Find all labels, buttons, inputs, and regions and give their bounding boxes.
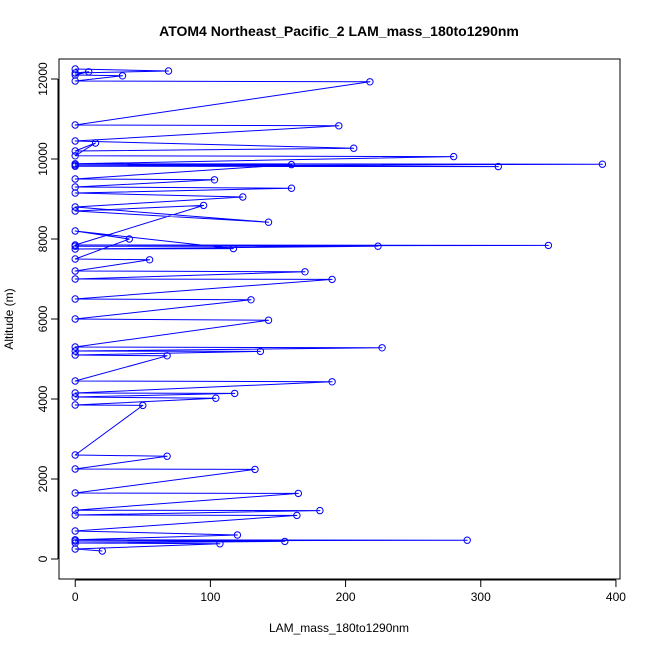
data-point xyxy=(163,452,171,460)
data-point xyxy=(251,465,259,474)
data-point xyxy=(350,144,358,152)
data-point xyxy=(256,347,265,356)
data-point xyxy=(247,296,255,304)
data-point xyxy=(71,147,79,155)
y-tick-label: 10000 xyxy=(36,142,50,176)
y-axis: 0 2000 4000 6000 8000 10000 12000 xyxy=(36,62,59,562)
data-point xyxy=(71,121,79,129)
plot-frame xyxy=(58,58,621,580)
data-point xyxy=(71,506,79,514)
data-point xyxy=(199,201,208,210)
data-point xyxy=(71,242,79,250)
x-tick-label: 0 xyxy=(72,590,79,604)
data-point xyxy=(98,547,107,555)
data-point xyxy=(71,351,79,359)
data-point xyxy=(287,184,296,192)
y-tick-label: 0 xyxy=(36,555,50,562)
data-point xyxy=(139,401,147,410)
data-point xyxy=(91,139,100,147)
data-point xyxy=(71,77,79,85)
chart-title: ATOM4 Northeast_Pacific_2 LAM_mass_180to… xyxy=(159,23,519,39)
data-point xyxy=(71,275,79,283)
data-point xyxy=(212,394,220,402)
data-point xyxy=(233,531,242,539)
data-point xyxy=(281,537,289,546)
data-point xyxy=(71,315,79,323)
y-tick-label: 4000 xyxy=(36,385,50,412)
data-point xyxy=(71,451,79,459)
x-tick-label: 400 xyxy=(606,590,626,604)
plot-area xyxy=(71,65,607,555)
data-point xyxy=(71,245,79,253)
data-point xyxy=(125,235,134,243)
data-point xyxy=(71,203,79,211)
y-tick-label: 2000 xyxy=(36,465,50,492)
data-point xyxy=(463,536,471,544)
data-point xyxy=(71,393,79,401)
data-point xyxy=(71,527,79,535)
data-point xyxy=(71,295,79,303)
data-point xyxy=(294,489,302,498)
data-point xyxy=(71,137,79,145)
data-point xyxy=(293,511,301,520)
data-point xyxy=(328,275,336,284)
data-point xyxy=(71,189,79,197)
data-point xyxy=(494,162,502,171)
data-point xyxy=(71,489,79,497)
series-line xyxy=(74,68,603,552)
data-point xyxy=(71,207,79,215)
data-point xyxy=(85,68,93,76)
data-point xyxy=(71,389,79,397)
data-point xyxy=(71,537,79,545)
data-point xyxy=(71,227,79,235)
data-point xyxy=(378,344,386,352)
data-point xyxy=(231,389,239,398)
data-point xyxy=(374,242,382,250)
y-axis-label: Altitude (m) xyxy=(2,288,16,349)
data-point xyxy=(544,241,553,250)
x-axis: 0 100 200 300 400 xyxy=(72,579,626,604)
data-point xyxy=(163,352,171,360)
data-point xyxy=(164,67,173,75)
data-point xyxy=(71,511,79,519)
data-point xyxy=(118,72,127,80)
data-point xyxy=(71,377,79,385)
data-point xyxy=(210,176,219,184)
data-point xyxy=(598,160,607,168)
data-point xyxy=(71,161,79,169)
x-tick-label: 100 xyxy=(200,590,220,604)
data-point xyxy=(335,122,343,130)
data-point xyxy=(71,343,79,351)
data-point xyxy=(71,545,79,553)
data-point xyxy=(264,316,273,324)
data-point xyxy=(450,152,458,161)
data-point xyxy=(145,256,154,264)
data-point xyxy=(287,160,296,169)
data-point xyxy=(71,267,79,275)
data-point xyxy=(264,218,273,226)
y-tick-label: 8000 xyxy=(36,225,50,252)
data-point xyxy=(71,69,79,77)
data-point xyxy=(71,175,79,183)
x-tick-label: 300 xyxy=(471,590,491,604)
data-point xyxy=(316,506,324,515)
data-point xyxy=(229,244,238,253)
data-point xyxy=(366,78,374,86)
y-tick-label: 6000 xyxy=(36,305,50,332)
data-point xyxy=(239,193,247,201)
data-point xyxy=(71,465,79,473)
data-point xyxy=(71,152,79,160)
x-axis-label: LAM_mass_180to1290nm xyxy=(269,621,409,635)
data-point xyxy=(71,255,79,263)
data-point xyxy=(328,378,336,386)
data-point xyxy=(71,347,79,355)
data-point xyxy=(216,540,224,548)
data-point xyxy=(71,401,79,409)
data-point xyxy=(301,268,309,276)
x-tick-label: 200 xyxy=(336,590,356,604)
y-tick-label: 12000 xyxy=(36,62,50,96)
